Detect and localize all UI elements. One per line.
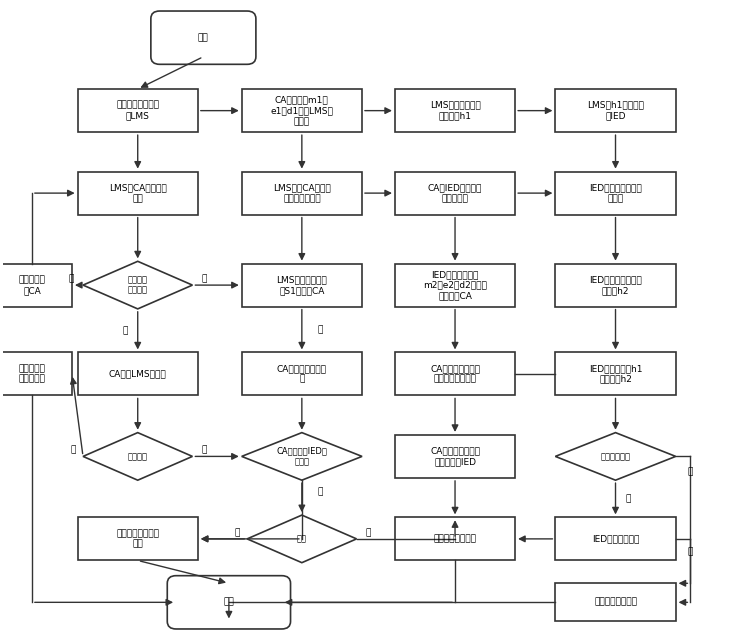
FancyBboxPatch shape [395, 435, 515, 478]
Text: 校验通过: 校验通过 [128, 452, 148, 461]
FancyBboxPatch shape [556, 264, 675, 307]
Text: 否: 否 [687, 547, 692, 556]
Text: 无: 无 [69, 275, 74, 284]
Text: 返回目标检查失败
信息: 返回目标检查失败 信息 [116, 529, 159, 548]
FancyBboxPatch shape [0, 264, 72, 307]
Text: LMS计算控制命令
的散列值h1: LMS计算控制命令 的散列值h1 [430, 100, 481, 120]
FancyBboxPatch shape [78, 517, 198, 561]
Text: LMS向CA请求操作
权限: LMS向CA请求操作 权限 [109, 183, 167, 203]
FancyBboxPatch shape [556, 583, 675, 621]
Text: 有: 有 [122, 326, 127, 335]
Text: 可控: 可控 [297, 534, 306, 543]
Text: 是: 是 [625, 494, 631, 503]
Polygon shape [242, 433, 362, 480]
FancyBboxPatch shape [556, 353, 675, 396]
FancyBboxPatch shape [78, 353, 198, 396]
Text: CA生成密钥m1、
e1、d1，向LMS提
供证书: CA生成密钥m1、 e1、d1，向LMS提 供证书 [270, 95, 333, 126]
Text: 是: 是 [201, 275, 207, 284]
Text: LMS将h1发送给目
标IED: LMS将h1发送给目 标IED [587, 100, 644, 120]
Text: IED计算命令信息的
散列值h2: IED计算命令信息的 散列值h2 [589, 275, 642, 295]
FancyBboxPatch shape [556, 172, 675, 214]
Polygon shape [247, 515, 356, 563]
Text: IED执行命令信息: IED执行命令信息 [592, 534, 639, 543]
Text: 是: 是 [365, 528, 370, 537]
Polygon shape [83, 261, 193, 309]
Text: CA使用新的公钥对
命令信息进行加密: CA使用新的公钥对 命令信息进行加密 [430, 364, 480, 384]
FancyBboxPatch shape [151, 11, 256, 64]
Text: 否: 否 [687, 468, 692, 477]
Text: LMS使用CA的公钥
对控制命令加密: LMS使用CA的公钥 对控制命令加密 [273, 183, 331, 203]
FancyBboxPatch shape [242, 172, 362, 214]
Text: 返回命令损坏信息: 返回命令损坏信息 [594, 598, 637, 607]
FancyBboxPatch shape [78, 172, 198, 214]
FancyBboxPatch shape [0, 353, 72, 396]
Text: 否: 否 [234, 528, 240, 537]
Text: 使用用户名密码登
录LMS: 使用用户名密码登 录LMS [116, 100, 159, 120]
FancyBboxPatch shape [395, 172, 515, 214]
FancyBboxPatch shape [78, 89, 198, 132]
FancyBboxPatch shape [242, 353, 362, 396]
Text: CA使用私钥解密数
据: CA使用私钥解密数 据 [277, 364, 327, 384]
Text: 返回命令执行结果: 返回命令执行结果 [434, 534, 476, 543]
FancyBboxPatch shape [168, 576, 290, 629]
Text: CA将加密后的命令
信息发送给IED: CA将加密后的命令 信息发送给IED [430, 447, 480, 467]
Text: 将智能卡插
入CA: 将智能卡插 入CA [18, 275, 46, 295]
FancyBboxPatch shape [395, 517, 515, 561]
FancyBboxPatch shape [242, 264, 362, 307]
FancyBboxPatch shape [395, 264, 515, 307]
Text: 是: 是 [318, 325, 323, 334]
Polygon shape [556, 433, 675, 480]
Text: CA向IED发送请求
公钥的命令: CA向IED发送请求 公钥的命令 [428, 183, 482, 203]
Text: 开始: 开始 [198, 33, 209, 42]
Text: 返回身份校
核失败信息: 返回身份校 核失败信息 [18, 364, 46, 384]
FancyBboxPatch shape [556, 517, 675, 561]
FancyBboxPatch shape [395, 353, 515, 396]
Text: IED重新生成密钥
m2、e2、d2，并传
送公钥给CA: IED重新生成密钥 m2、e2、d2，并传 送公钥给CA [423, 270, 487, 300]
FancyBboxPatch shape [242, 89, 362, 132]
Text: 结束: 结束 [223, 598, 234, 607]
Text: 否: 否 [318, 487, 323, 496]
Text: 是否有智
能卡授权: 是否有智 能卡授权 [128, 275, 148, 295]
Text: CA校验LMS的身份: CA校验LMS的身份 [109, 369, 167, 378]
Text: 命令信息完整: 命令信息完整 [600, 452, 631, 461]
FancyBboxPatch shape [395, 89, 515, 132]
Text: LMS将加密后的密
文S1发送给CA: LMS将加密后的密 文S1发送给CA [276, 275, 327, 295]
Text: IED使用私钥解密命
令信息: IED使用私钥解密命 令信息 [589, 183, 642, 203]
Text: 否: 否 [71, 445, 76, 454]
Polygon shape [83, 433, 193, 480]
Text: IED比对散列值h1
和散列值h2: IED比对散列值h1 和散列值h2 [589, 364, 642, 384]
FancyBboxPatch shape [556, 89, 675, 132]
Text: CA检查目标IED是
否可控: CA检查目标IED是 否可控 [276, 447, 327, 466]
Text: 是: 是 [201, 445, 207, 454]
